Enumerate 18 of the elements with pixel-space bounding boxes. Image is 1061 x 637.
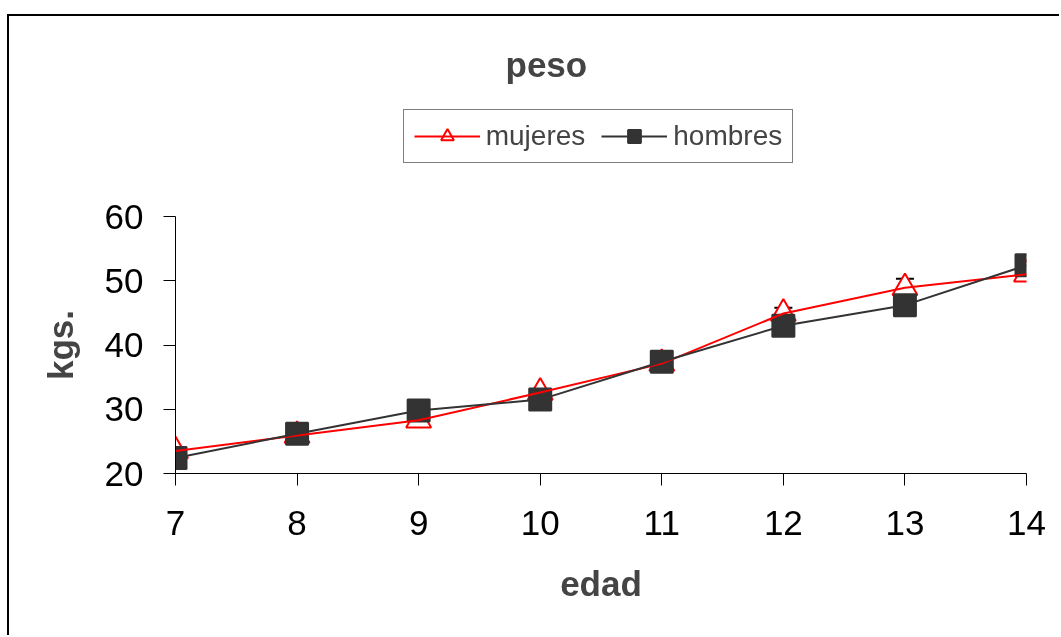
x-tick-label: 14 — [1007, 502, 1046, 542]
y-tick-label: 40 — [104, 325, 144, 364]
y-tick-label: 60 — [104, 196, 144, 236]
x-tick-label: 12 — [763, 502, 803, 542]
x-tick-label: 10 — [520, 502, 560, 542]
legend-label: hombres — [673, 120, 783, 152]
y-axis-title: kgs. — [40, 309, 80, 381]
y-tick-label: 20 — [104, 453, 144, 493]
x-tick-label: 8 — [287, 502, 307, 542]
x-tick-label: 9 — [408, 502, 429, 542]
y-tick-label: 50 — [104, 260, 144, 300]
x-axis-title: edad — [560, 563, 642, 603]
y-tick-label: 30 — [104, 389, 144, 429]
x-tick-label: 11 — [643, 502, 680, 542]
x-tick-label: 13 — [885, 502, 925, 542]
legend-label: mujeres — [485, 120, 586, 152]
x-tick-label: 7 — [165, 502, 186, 542]
chart-title: peso — [505, 45, 588, 84]
